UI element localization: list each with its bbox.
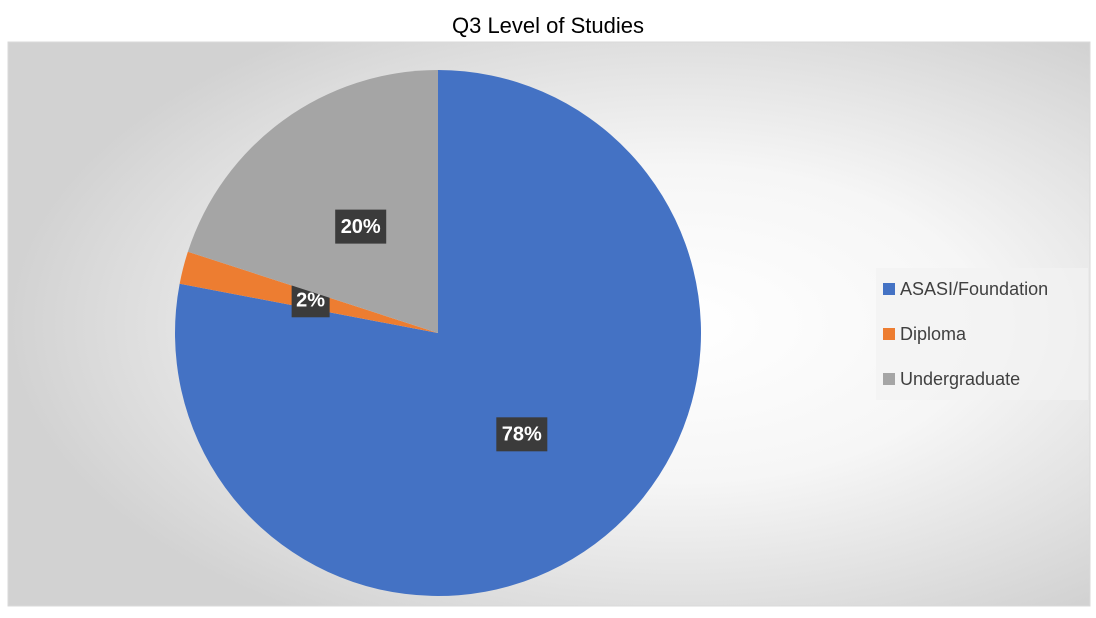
legend-swatch	[883, 328, 895, 340]
data-label-box	[335, 209, 387, 244]
data-label: 78%	[502, 424, 542, 446]
legend-box	[876, 268, 1088, 400]
legend-swatch	[883, 283, 895, 295]
legend-swatch	[883, 373, 895, 385]
legend-label: Diploma	[900, 324, 967, 344]
legend-label: Undergraduate	[900, 369, 1020, 389]
data-label-box	[496, 417, 548, 452]
pie-slice	[187, 70, 438, 333]
data-label: 2%	[296, 290, 325, 312]
legend-label: ASASI/Foundation	[900, 279, 1048, 299]
data-label: 20%	[341, 216, 381, 238]
chart-title: Q3 Level of Studies	[452, 13, 644, 38]
